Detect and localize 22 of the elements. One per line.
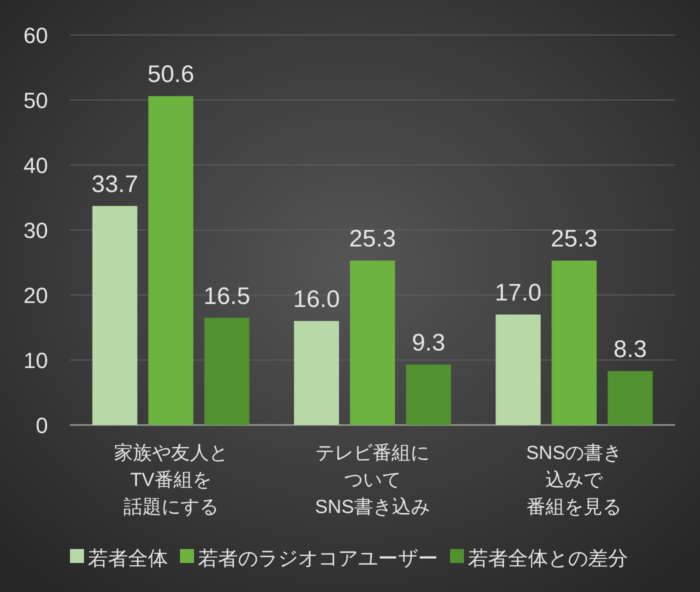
x-tick-label: 家族や友人とTV番組を話題にする <box>114 442 228 518</box>
y-tick-label: 30 <box>24 218 48 243</box>
legend-label: 若者全体 <box>88 548 168 570</box>
y-tick-label: 50 <box>24 88 48 113</box>
y-tick-label: 10 <box>24 348 48 373</box>
data-label: 16.5 <box>203 282 250 310</box>
legend-label: 若者のラジオコアユーザー <box>198 548 438 570</box>
legend-label: 若者全体との差分 <box>468 548 628 570</box>
x-tick-label: テレビ番組についてSNS書き込み <box>314 443 430 518</box>
data-label: 25.3 <box>349 226 396 253</box>
x-tick-label: SNSの書き込みで番組を見る <box>526 443 622 518</box>
y-tick-label: 20 <box>24 283 48 308</box>
y-tick-label: 0 <box>36 413 48 438</box>
data-label: 9.3 <box>412 330 446 357</box>
data-label: 50.6 <box>147 61 194 88</box>
data-label: 8.3 <box>613 336 647 364</box>
data-label: 17.0 <box>494 280 542 306</box>
y-tick-label: 40 <box>24 153 48 178</box>
data-label: 25.3 <box>550 226 598 253</box>
y-tick-label: 60 <box>24 23 48 48</box>
data-label: 16.0 <box>293 286 340 313</box>
data-label: 33.7 <box>91 170 138 198</box>
